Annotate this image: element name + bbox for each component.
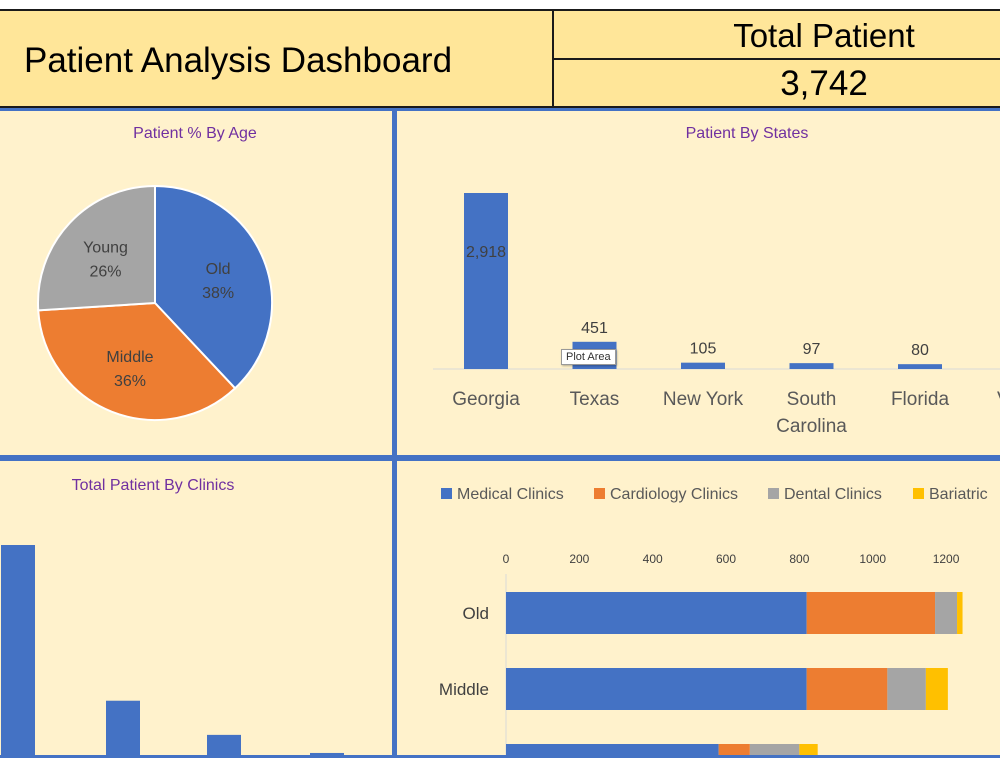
legend-label: Cardiology Clinics [610,486,738,503]
state-tick-label: Florida [891,389,950,410]
pie-slice-label: Middle [106,349,153,366]
dashboard-header: Patient Analysis Dashboard [0,9,555,108]
state-bar [681,362,725,369]
clinics-bar-panel[interactable]: Total Patient By Clinics [0,458,395,758]
chart-title: Patient By States [685,125,809,142]
stacked-bar-segment [806,668,888,710]
stacked-bar-segment [925,668,948,710]
states-bar-panel[interactable]: Patient By States 2,918 Georgia 451 Texas 10… [394,108,1000,458]
state-bar-value-label: 80 [911,342,929,359]
stacked-bar-segment [749,744,800,755]
stacked-bar-segment [887,668,926,710]
states-bar-chart: 2,918 Georgia 451 Texas 105 New York 97 South Ca… [433,193,1000,437]
legend-swatch [594,488,605,499]
state-bar-value-label: 97 [803,341,821,358]
y-category-label: Old [463,604,489,623]
state-tick-label: Georgia [452,389,520,410]
stacked-bar-segment [957,592,963,634]
header-divider [554,58,1000,60]
pie-slice-percent: 26% [89,264,121,281]
x-tick-label: 200 [569,552,589,566]
pie-slice-old [154,184,273,390]
total-patient-label: Total Patient [733,17,915,54]
x-tick-label: 1000 [859,552,886,566]
stacked-bar-segment [718,744,750,755]
y-category-label: Middle [439,680,489,699]
total-patient-value: 3,742 [780,64,868,103]
x-tick-label: 800 [789,552,809,566]
age-clinic-stacked-chart: Medical Clinics Cardiology Clinics Dental … [439,486,988,755]
pie-slice-label: Old [206,261,231,278]
clinic-bar [310,752,344,755]
age-pie-panel[interactable]: Patient % By Age Old 38% Middle 36% Young 26% [0,108,395,458]
legend-label: Dental Clinics [784,486,882,503]
state-tick-label: South [787,389,837,410]
state-bar-value-label: 451 [581,320,608,337]
pie-slice-middle [37,301,237,421]
state-bar [898,364,942,369]
clinic-bar [1,545,35,755]
pie-slice-percent: 36% [114,373,146,390]
legend-swatch [768,488,779,499]
state-tick-label: Carolina [776,416,847,437]
plot-area-tooltip: Plot Area [561,349,616,365]
state-tick-label: New York [663,389,744,410]
stacked-bar-segment [506,592,807,634]
stacked-bar-segment [506,668,807,710]
state-bar-value-label: 105 [690,341,717,358]
clinic-bar [207,734,241,755]
legend-label: Bariatric [929,486,988,503]
state-bar [464,193,508,369]
legend-swatch [441,488,452,499]
state-bar-value-label: 2,918 [466,244,506,261]
pie-slice-percent: 38% [202,285,234,302]
chart-title: Total Patient By Clinics [71,477,235,494]
x-tick-label: 600 [716,552,736,566]
clinics-bar-chart [1,545,344,755]
state-tick-label: Texas [570,389,620,410]
pie-slice-label: Young [83,240,128,257]
total-patient-card: Total Patient 3,742 [552,9,1000,108]
pie-slice-young [37,184,156,312]
clinic-bar [106,700,140,755]
state-bar [789,363,834,369]
x-tick-label: 1200 [933,552,960,566]
state-tick-label: V [997,389,1000,410]
x-tick-label: 400 [643,552,663,566]
age-pie-chart: Old 38% Middle 36% Young 26% [37,184,273,421]
legend-swatch [913,488,924,499]
legend-label: Medical Clinics [457,486,564,503]
stacked-bar-segment [506,744,719,755]
stacked-bar-segment [799,744,818,755]
x-tick-label: 0 [503,552,510,566]
age-clinic-stacked-panel[interactable]: Medical Clinics Cardiology Clinics Dental … [394,458,1000,758]
page-title: Patient Analysis Dashboard [24,41,453,80]
stacked-bar-segment [935,592,958,634]
stacked-bar-segment [806,592,936,634]
chart-title: Patient % By Age [133,125,257,142]
